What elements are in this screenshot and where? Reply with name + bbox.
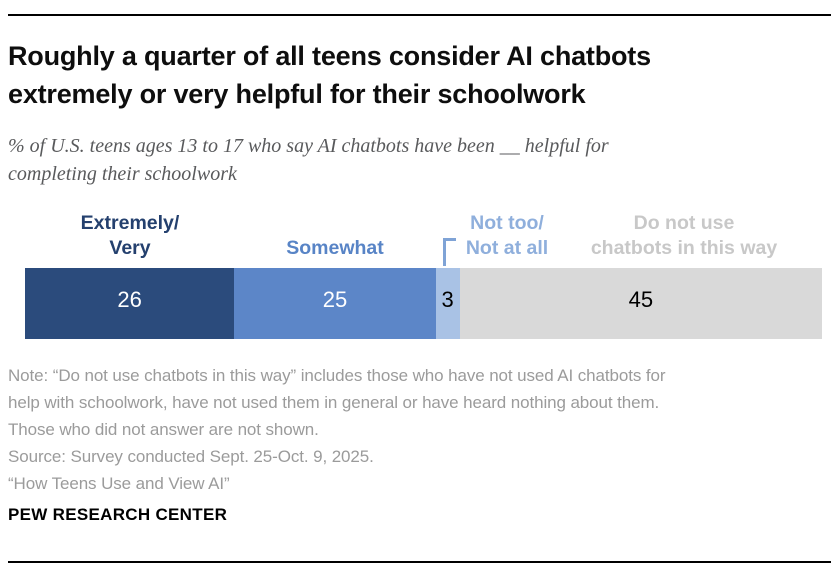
bar-segment-value: 25: [322, 286, 348, 312]
category-label-do-not-use: Do not use chatbots in this way: [591, 211, 777, 261]
chart-subtitle-line1: % of U.S. teens ages 13 to 17 who say AI…: [8, 135, 609, 157]
bar-segment-0: 26: [25, 268, 235, 339]
leader-line-icon: [443, 238, 456, 266]
note-line: Those who did not answer are not shown.: [8, 420, 319, 439]
chart-title-line2: extremely or very helpful for their scho…: [8, 79, 586, 109]
category-label-not-too: Not too/ Not at all: [466, 211, 548, 261]
chart-subtitle: % of U.S. teens ages 13 to 17 who say AI…: [8, 132, 828, 188]
bottom-divider: [8, 561, 831, 563]
category-label-line: chatbots in this way: [590, 237, 778, 259]
bar-segment-2: 3: [435, 268, 460, 339]
category-label-line: Do not use: [633, 212, 735, 234]
chart-title: Roughly a quarter of all teens consider …: [8, 37, 828, 113]
stacked-bar: 26 25 3 45: [25, 268, 822, 339]
bar-segment-value: 3: [441, 286, 454, 312]
category-label-line: Very: [109, 237, 151, 259]
note-line: Note: “Do not use chatbots in this way” …: [8, 366, 666, 385]
category-label-line: Extremely/: [80, 212, 180, 234]
category-label-extremely-very: Extremely/ Very: [81, 211, 180, 261]
bar-segment-value: 26: [117, 286, 142, 312]
bar-segment-value: 45: [628, 286, 654, 312]
category-label-line: Somewhat: [286, 237, 384, 259]
category-label-line: Not too/: [470, 212, 544, 234]
report-title-line: “How Teens Use and View AI”: [8, 474, 230, 493]
source-line: Source: Survey conducted Sept. 25-Oct. 9…: [8, 447, 374, 466]
note-line: help with schoolwork, have not used them…: [8, 393, 660, 412]
top-divider: [8, 14, 831, 16]
category-label-line: Not at all: [465, 237, 549, 259]
notes-block: Note: “Do not use chatbots in this way” …: [8, 362, 832, 497]
chart-subtitle-line2: completing their schoolwork: [8, 163, 237, 185]
category-label-somewhat: Somewhat: [286, 236, 384, 261]
bar-segment-1: 25: [234, 268, 436, 339]
chart-title-line1: Roughly a quarter of all teens consider …: [8, 41, 651, 71]
pew-research-center-wordmark: PEW RESEARCH CENTER: [8, 505, 228, 524]
bar-segment-3: 45: [459, 268, 822, 339]
